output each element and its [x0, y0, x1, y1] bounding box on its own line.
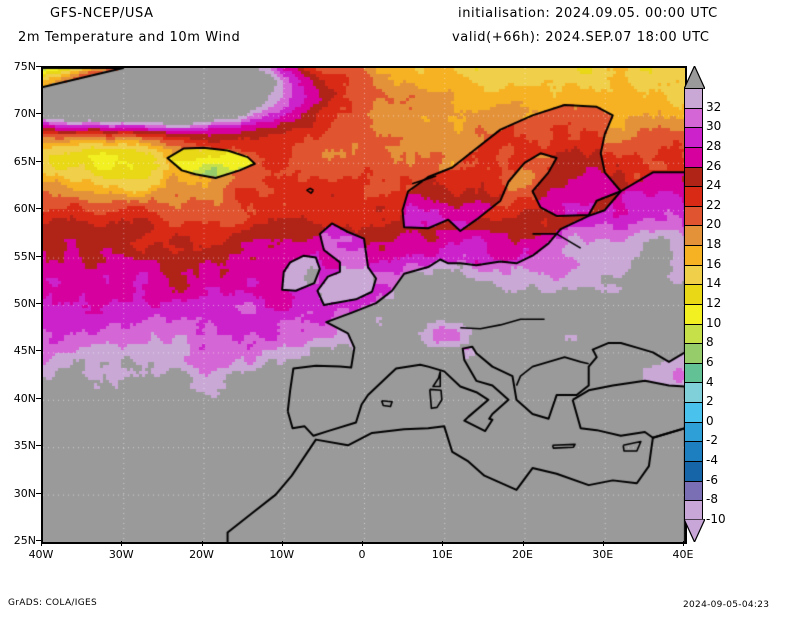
colorbar-band: [685, 481, 702, 502]
y-tick-label: 75N: [13, 60, 36, 73]
colorbar-tick-label: 12: [706, 296, 722, 310]
colorbar-band: [685, 403, 702, 423]
colorbar-tick-label: 30: [706, 119, 722, 134]
colorbar-band: [685, 461, 702, 482]
y-tick-mark: [36, 540, 41, 541]
colorbar-band: [685, 246, 702, 266]
x-tick-mark: [442, 541, 444, 546]
y-tick-mark: [36, 208, 41, 210]
colorbar-tick-label: -2: [706, 433, 718, 448]
temperature-field-canvas: [43, 68, 685, 542]
initialisation-time: initialisation: 2024.09.05. 00:00 UTC: [458, 6, 718, 21]
colorbar-tick-label: 26: [706, 158, 722, 173]
colorbar-tick-label: 24: [706, 178, 722, 193]
y-tick-label: 70N: [13, 107, 36, 121]
colorbar-band: [685, 304, 702, 325]
y-tick-mark: [36, 303, 41, 304]
colorbar-tick-label: 14: [706, 276, 722, 291]
colorbar-tick-label: -10: [706, 512, 726, 526]
colorbar-band: [685, 206, 702, 227]
x-tick-label: 30E: [592, 548, 614, 561]
y-tick-label: 30N: [13, 486, 36, 500]
colorbar-tick-label: 18: [706, 237, 722, 252]
colorbar-extend-low-arrow: [684, 519, 705, 542]
colorbar-tick-label: 32: [706, 99, 722, 114]
grads-credit: GrADS: COLA/IGES: [8, 598, 97, 608]
y-tick-mark: [36, 397, 41, 399]
colorbar-band: [685, 363, 702, 384]
colorbar-tick-label: 4: [706, 374, 714, 389]
temperature-colorbar[interactable]: [684, 88, 703, 521]
y-tick-mark: [36, 445, 41, 447]
colorbar-tick-label: 28: [706, 138, 722, 153]
y-tick-label: 60N: [13, 202, 36, 216]
colorbar-tick-label: 10: [706, 315, 722, 330]
colorbar-tick-label: -8: [706, 492, 718, 507]
colorbar-extend-high-arrow: [684, 66, 705, 89]
y-tick-label: 25N: [13, 534, 36, 547]
x-tick-mark: [121, 541, 123, 546]
y-tick-label: 55N: [13, 249, 36, 263]
y-tick-label: 40N: [13, 391, 36, 405]
colorbar-band: [685, 285, 702, 305]
colorbar-band: [685, 501, 702, 521]
colorbar-tick-label: 6: [706, 354, 714, 369]
valid-time: valid(+66h): 2024.SEP.07 18:00 UTC: [452, 30, 710, 45]
colorbar-band: [685, 344, 702, 364]
colorbar-tick-label: 22: [706, 197, 722, 212]
y-tick-label: 35N: [13, 439, 36, 453]
y-tick-mark: [36, 350, 41, 352]
colorbar-tick-label: 20: [706, 217, 722, 232]
x-tick-mark: [281, 541, 283, 546]
map-plot-area[interactable]: [41, 66, 687, 544]
colorbar-tick-label: -6: [706, 472, 718, 487]
colorbar-band: [685, 187, 702, 207]
x-tick-mark: [522, 541, 524, 546]
colorbar-tick-label: 8: [706, 335, 714, 350]
x-tick-mark: [362, 541, 363, 546]
y-tick-mark: [36, 160, 41, 162]
x-tick-mark: [683, 541, 684, 546]
colorbar-band: [685, 324, 702, 345]
colorbar-band: [685, 108, 702, 129]
colorbar-tick-label: 2: [706, 394, 714, 409]
y-tick-label: 65N: [13, 154, 36, 168]
x-tick-mark: [201, 541, 203, 546]
x-tick-label: 40E: [672, 548, 694, 561]
colorbar-band: [685, 265, 702, 286]
colorbar-band: [685, 167, 702, 188]
colorbar-tick-label: -4: [706, 453, 718, 468]
field-name: 2m Temperature and 10m Wind: [18, 30, 241, 45]
x-tick-label: 10W: [269, 548, 295, 561]
colorbar-band: [685, 89, 702, 109]
x-tick-label: 20E: [512, 548, 533, 561]
colorbar-band: [685, 128, 702, 148]
colorbar-band: [685, 147, 702, 168]
colorbar-band: [685, 422, 702, 443]
y-tick-mark: [36, 255, 41, 257]
y-tick-mark: [36, 113, 41, 115]
x-tick-label: 0: [358, 548, 366, 561]
render-timestamp: 2024-09-05-04:23: [683, 600, 770, 610]
colorbar-band: [685, 226, 702, 246]
colorbar-tick-label: 0: [706, 413, 714, 428]
x-tick-label: 30W: [108, 548, 134, 561]
y-tick-mark: [36, 66, 41, 67]
y-tick-mark: [36, 492, 41, 494]
x-tick-label: 20W: [189, 548, 214, 561]
colorbar-band: [685, 442, 702, 462]
colorbar-band: [685, 383, 702, 403]
y-tick-label: 45N: [13, 344, 36, 358]
x-tick-mark: [41, 541, 42, 546]
y-tick-label: 50N: [13, 297, 36, 310]
x-tick-mark: [602, 541, 604, 546]
x-tick-label: 40W: [28, 548, 54, 561]
x-tick-label: 10E: [431, 548, 453, 561]
model-name: GFS-NCEP/USA: [50, 6, 154, 21]
colorbar-tick-label: 16: [706, 256, 722, 271]
